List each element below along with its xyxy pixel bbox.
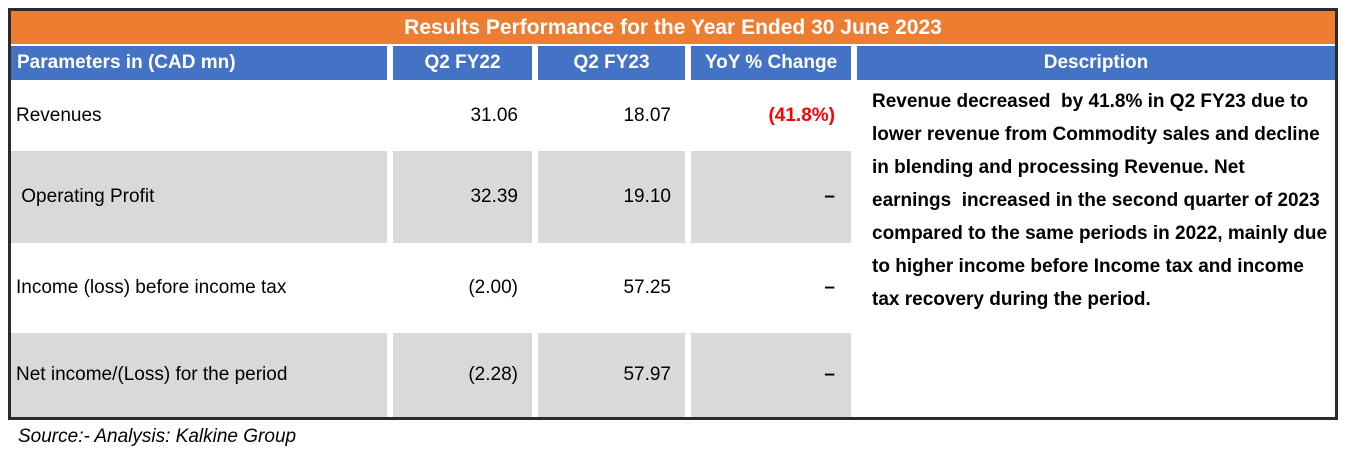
column-header-q2fy23: Q2 FY23 [538, 46, 685, 80]
row-net-income-q2fy23: 57.97 [538, 333, 685, 417]
results-grid: Parameters in (CAD mn) Q2 FY22 Q2 FY23 Y… [11, 46, 1335, 417]
row-net-income-q2fy22: (2.28) [393, 333, 532, 417]
column-header-parameters: Parameters in (CAD mn) [11, 46, 387, 80]
table-title-bar: Results Performance for the Year Ended 3… [11, 11, 1335, 44]
row-net-income-label: Net income/(Loss) for the period [11, 333, 387, 417]
row-revenues-label: Revenues [11, 80, 387, 151]
column-header-description: Description [857, 46, 1335, 80]
results-table: Results Performance for the Year Ended 3… [8, 8, 1338, 420]
column-header-yoy-change: YoY % Change [691, 46, 851, 80]
column-header-q2fy22: Q2 FY22 [393, 46, 532, 80]
row-income-before-tax-label: Income (loss) before income tax [11, 243, 387, 333]
row-revenues-yoy-change: (41.8%) [691, 80, 851, 151]
row-income-before-tax-q2fy23: 57.25 [538, 243, 685, 333]
row-revenues-q2fy22: 31.06 [393, 80, 532, 151]
row-operating-profit-yoy-change: – [691, 151, 851, 243]
row-operating-profit-q2fy23: 19.10 [538, 151, 685, 243]
description-text: Revenue decreased by 41.8% in Q2 FY23 du… [857, 80, 1335, 417]
row-income-before-tax-yoy-change: – [691, 243, 851, 333]
row-net-income-yoy-change: – [691, 333, 851, 417]
row-revenues-q2fy23: 18.07 [538, 80, 685, 151]
source-note: Source:- Analysis: Kalkine Group [18, 426, 297, 447]
row-operating-profit-q2fy22: 32.39 [393, 151, 532, 243]
row-operating-profit-label: Operating Profit [11, 151, 387, 243]
table-title: Results Performance for the Year Ended 3… [404, 15, 942, 39]
row-income-before-tax-q2fy22: (2.00) [393, 243, 532, 333]
